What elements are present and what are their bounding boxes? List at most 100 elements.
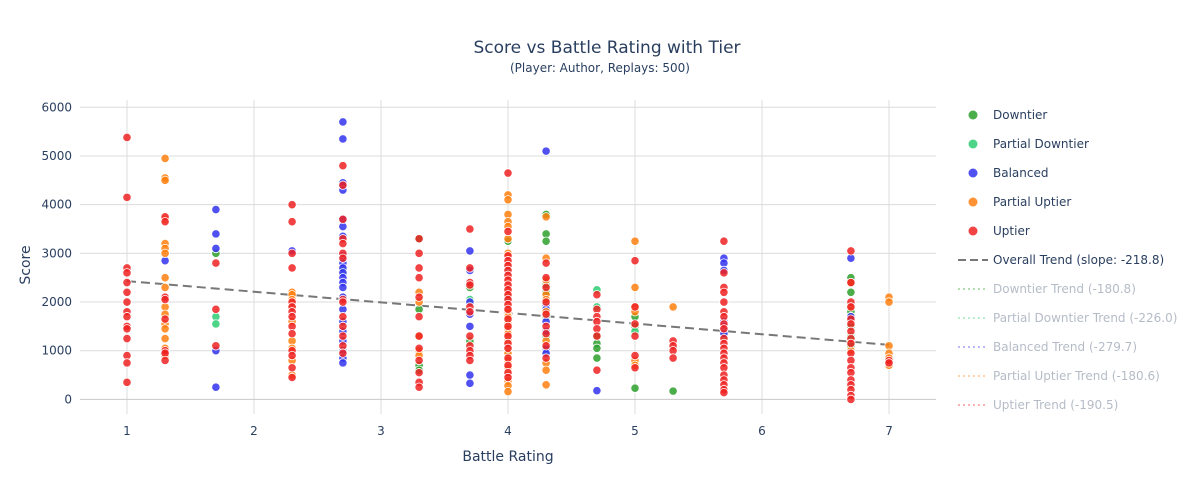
downtier-point[interactable] xyxy=(592,353,602,363)
balanced-point[interactable] xyxy=(592,386,602,396)
balanced-point[interactable] xyxy=(465,378,475,388)
uptier-point[interactable] xyxy=(338,348,348,358)
balanced-point[interactable] xyxy=(465,370,475,380)
uptier-point[interactable] xyxy=(414,331,424,341)
balanced-point[interactable] xyxy=(465,321,475,331)
partial-uptier-point[interactable] xyxy=(503,387,513,397)
uptier-point[interactable] xyxy=(160,314,170,324)
uptier-point[interactable] xyxy=(287,363,297,373)
uptier-point[interactable] xyxy=(287,200,297,210)
uptier-point[interactable] xyxy=(503,226,513,237)
uptier-point[interactable] xyxy=(338,180,348,190)
legend-item-overall-trend-slope-218-8[interactable]: Overall Trend (slope: -218.8) xyxy=(958,253,1164,267)
uptier-point[interactable] xyxy=(414,273,424,283)
uptier-point[interactable] xyxy=(846,277,856,288)
uptier-point[interactable] xyxy=(719,387,729,398)
uptier-point[interactable] xyxy=(503,343,513,353)
uptier-point[interactable] xyxy=(211,341,221,351)
downtier-point[interactable] xyxy=(668,386,678,396)
uptier-point[interactable] xyxy=(630,256,640,266)
uptier-point[interactable] xyxy=(503,321,513,331)
uptier-point[interactable] xyxy=(592,331,602,341)
partial-uptier-point[interactable] xyxy=(503,195,513,205)
balanced-point[interactable] xyxy=(211,382,221,392)
uptier-point[interactable] xyxy=(630,350,640,361)
uptier-point[interactable] xyxy=(630,319,640,329)
uptier-point[interactable] xyxy=(414,312,424,322)
uptier-point[interactable] xyxy=(414,263,424,273)
uptier-point[interactable] xyxy=(287,217,297,227)
partial-uptier-point[interactable] xyxy=(160,324,170,334)
downtier-point[interactable] xyxy=(846,287,856,297)
uptier-point[interactable] xyxy=(846,246,856,256)
legend-item-downtier[interactable]: Downtier xyxy=(968,108,1048,122)
legend-item-partial-uptier[interactable]: Partial Uptier xyxy=(968,195,1072,209)
uptier-point[interactable] xyxy=(541,297,551,307)
uptier-point[interactable] xyxy=(465,307,475,317)
uptier-point[interactable] xyxy=(122,287,132,297)
uptier-point[interactable] xyxy=(122,192,132,202)
uptier-point[interactable] xyxy=(338,161,348,171)
uptier-point[interactable] xyxy=(122,132,132,143)
uptier-point[interactable] xyxy=(287,372,297,383)
balanced-point[interactable] xyxy=(211,204,221,215)
balanced-point[interactable] xyxy=(211,229,221,239)
partial-uptier-point[interactable] xyxy=(541,380,551,390)
uptier-point[interactable] xyxy=(541,353,551,363)
uptier-point[interactable] xyxy=(414,292,424,302)
uptier-point[interactable] xyxy=(211,258,221,268)
uptier-point[interactable] xyxy=(338,239,348,249)
uptier-point[interactable] xyxy=(338,331,348,341)
uptier-point[interactable] xyxy=(338,214,348,224)
uptier-point[interactable] xyxy=(846,302,856,312)
uptier-point[interactable] xyxy=(287,248,297,258)
uptier-point[interactable] xyxy=(414,382,424,392)
uptier-point[interactable] xyxy=(465,355,475,366)
uptier-point[interactable] xyxy=(630,331,640,341)
balanced-point[interactable] xyxy=(211,243,221,254)
uptier-point[interactable] xyxy=(503,168,513,178)
partial-uptier-point[interactable] xyxy=(160,273,170,283)
legend-item-uptier-trend-190-5[interactable]: Uptier Trend (-190.5) xyxy=(958,398,1118,412)
uptier-point[interactable] xyxy=(630,363,640,373)
uptier-point[interactable] xyxy=(414,343,424,353)
downtier-point[interactable] xyxy=(592,343,602,353)
balanced-point[interactable] xyxy=(338,358,348,368)
uptier-point[interactable] xyxy=(465,263,475,273)
uptier-point[interactable] xyxy=(160,217,170,227)
uptier-point[interactable] xyxy=(160,294,170,305)
balanced-point[interactable] xyxy=(465,246,475,256)
uptier-point[interactable] xyxy=(592,290,602,300)
legend-item-partial-uptier-trend-180-6[interactable]: Partial Uptier Trend (-180.6) xyxy=(958,369,1160,383)
partial-uptier-point[interactable] xyxy=(160,175,170,185)
uptier-point[interactable] xyxy=(668,353,678,363)
partial-uptier-point[interactable] xyxy=(160,153,170,164)
uptier-point[interactable] xyxy=(719,324,729,334)
uptier-point[interactable] xyxy=(287,329,297,339)
legend-item-partial-downtier[interactable]: Partial Downtier xyxy=(968,137,1089,151)
downtier-point[interactable] xyxy=(541,236,551,246)
uptier-point[interactable] xyxy=(160,355,170,366)
uptier-point[interactable] xyxy=(541,329,551,339)
uptier-point[interactable] xyxy=(414,234,424,244)
partial-uptier-point[interactable] xyxy=(160,333,170,344)
partial-uptier-point[interactable] xyxy=(630,282,640,293)
partial-downtier-point[interactable] xyxy=(211,319,221,329)
uptier-point[interactable] xyxy=(414,368,424,378)
partial-uptier-point[interactable] xyxy=(630,236,640,246)
uptier-point[interactable] xyxy=(122,324,132,334)
uptier-point[interactable] xyxy=(719,297,729,307)
balanced-point[interactable] xyxy=(541,146,551,156)
uptier-point[interactable] xyxy=(503,372,513,383)
legend-item-balanced-trend-279-7[interactable]: Balanced Trend (-279.7) xyxy=(958,340,1137,354)
uptier-point[interactable] xyxy=(884,358,894,368)
legend-item-balanced[interactable]: Balanced xyxy=(968,166,1049,180)
uptier-point[interactable] xyxy=(541,273,551,283)
partial-uptier-point[interactable] xyxy=(160,248,170,258)
legend-item-downtier-trend-180-8[interactable]: Downtier Trend (-180.8) xyxy=(958,282,1136,296)
uptier-point[interactable] xyxy=(465,331,475,341)
uptier-point[interactable] xyxy=(287,350,297,361)
partial-uptier-point[interactable] xyxy=(668,302,678,312)
uptier-point[interactable] xyxy=(338,312,348,322)
balanced-point[interactable] xyxy=(338,134,348,144)
